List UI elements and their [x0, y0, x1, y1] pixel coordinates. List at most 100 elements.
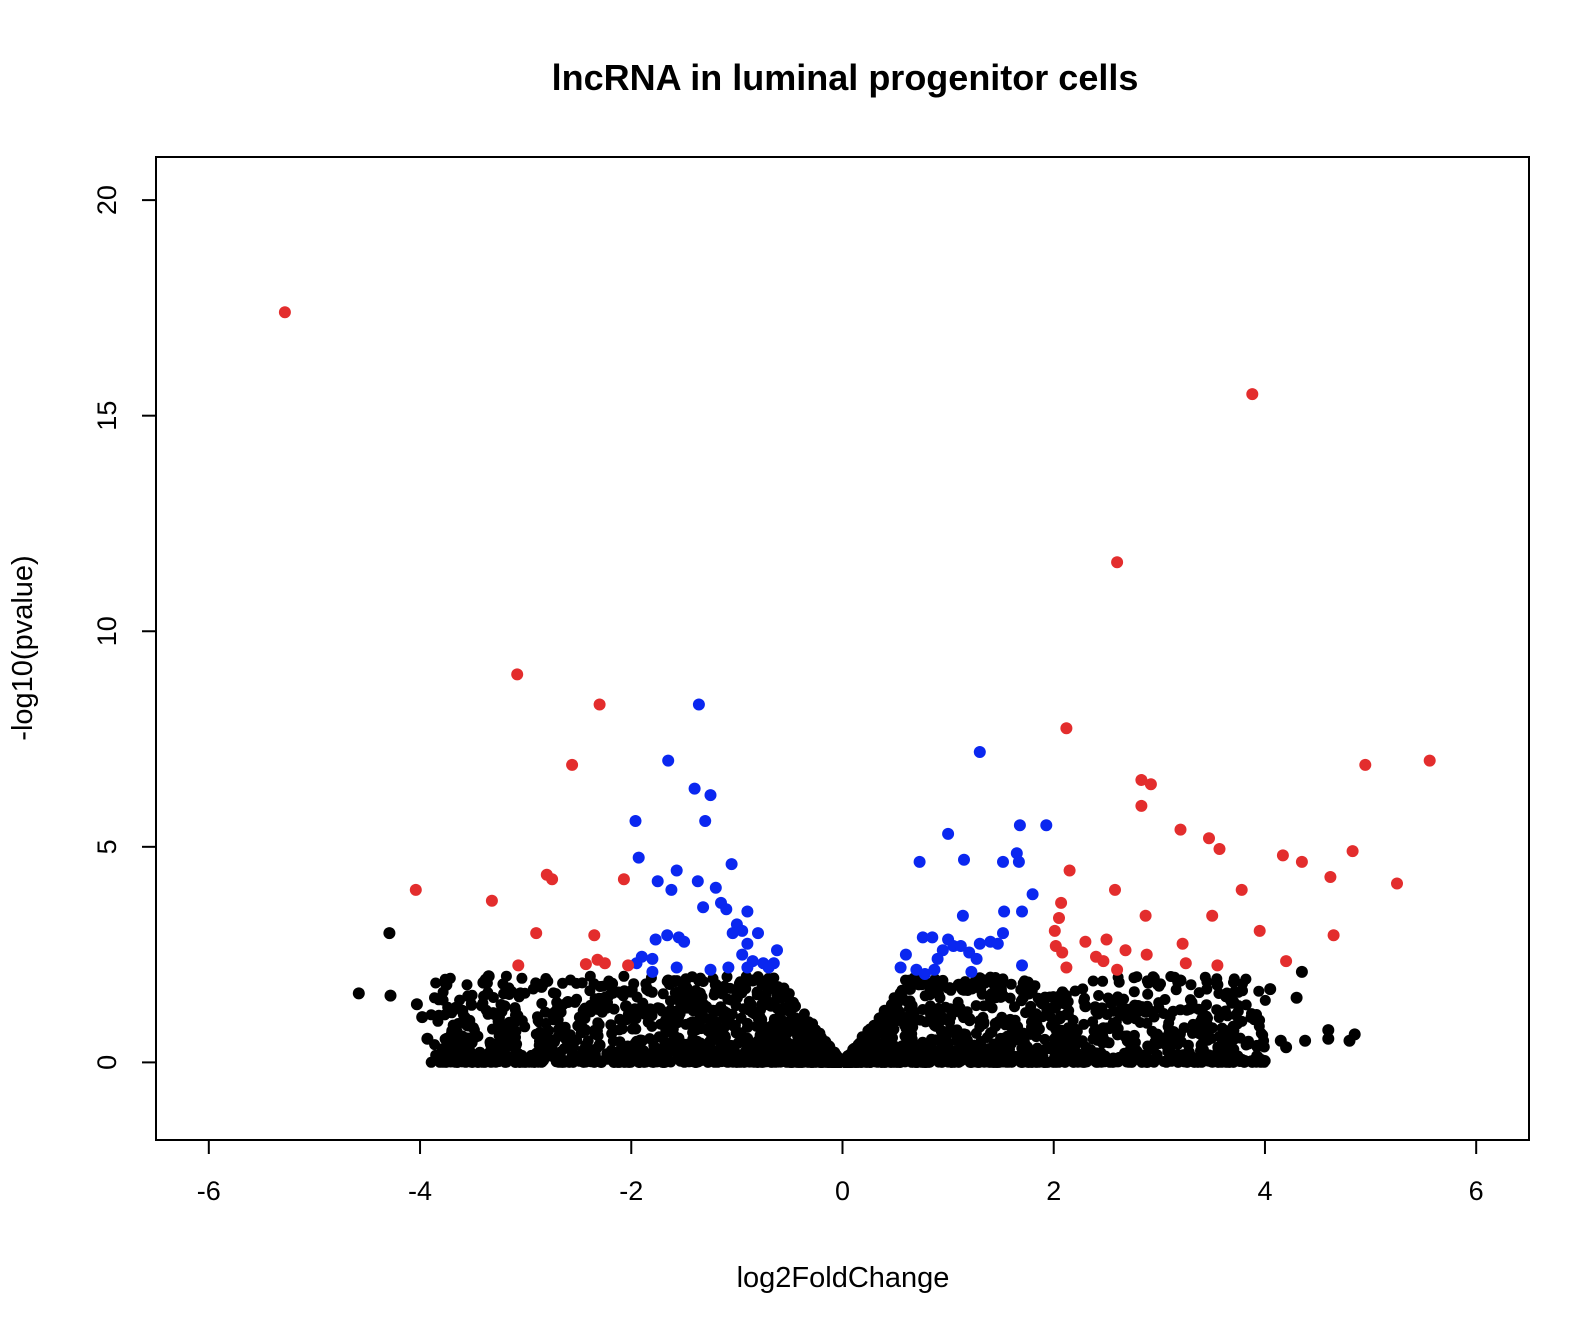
background-point: [591, 1056, 603, 1067]
background-point: [446, 1028, 458, 1039]
background-point: [1104, 1023, 1115, 1035]
background-point: [510, 1009, 521, 1021]
background-point: [660, 1025, 672, 1037]
data-point-significant-large-fc: [1135, 799, 1148, 812]
data-point-significant-large-fc: [1055, 896, 1068, 909]
data-point-significant-small-fc: [991, 937, 1004, 950]
background-point: [1206, 1032, 1218, 1044]
background-point: [1013, 1026, 1025, 1038]
data-point-not-significant: [1142, 1004, 1155, 1017]
data-point-not-significant: [477, 976, 490, 989]
background-point: [1091, 1034, 1103, 1046]
data-point-not-significant: [540, 1032, 553, 1045]
data-point-not-significant: [894, 987, 907, 1000]
data-point-significant-small-fc: [736, 948, 749, 961]
background-point: [711, 1004, 722, 1016]
data-point-not-significant: [456, 1004, 469, 1017]
background-point: [716, 988, 728, 1000]
data-point-not-significant: [973, 972, 986, 985]
background-point: [1207, 1022, 1218, 1034]
data-point-not-significant: [855, 1037, 868, 1049]
background-point: [978, 1000, 990, 1012]
background-point: [1040, 1056, 1052, 1068]
background-point: [1107, 1005, 1119, 1017]
data-point-not-significant: [1227, 996, 1240, 1008]
background-point: [532, 1015, 544, 1027]
data-point-not-significant: [383, 927, 396, 940]
background-point: [632, 1056, 644, 1068]
background-point: [902, 1043, 914, 1055]
background-point: [930, 1020, 942, 1032]
data-point-significant-small-fc: [997, 855, 1009, 868]
background-point: [705, 1013, 717, 1025]
background-point: [1044, 1041, 1055, 1053]
data-point-not-significant: [1021, 987, 1034, 1000]
background-point: [1153, 997, 1165, 1009]
data-point-significant-large-fc: [1060, 961, 1073, 974]
background-point: [1050, 1002, 1061, 1014]
background-point: [1128, 972, 1140, 984]
data-point-significant-small-fc: [954, 940, 967, 952]
data-point-significant-small-fc: [997, 927, 1009, 940]
data-point-not-significant: [878, 1004, 891, 1017]
background-point: [1222, 1010, 1233, 1022]
data-point-not-significant: [620, 1000, 632, 1013]
data-point-significant-large-fc: [1139, 909, 1152, 922]
data-point-not-significant: [1105, 996, 1118, 1008]
data-point-not-significant: [1079, 1000, 1092, 1013]
data-point-significant-small-fc: [970, 952, 983, 965]
background-point: [1022, 976, 1034, 988]
background-point: [1240, 1039, 1252, 1051]
background-point: [884, 1055, 896, 1067]
data-point-significant-large-fc: [1100, 933, 1113, 946]
data-point-significant-large-fc: [1119, 944, 1132, 957]
background-point: [1018, 1036, 1030, 1048]
background-point: [726, 1008, 738, 1020]
background-point: [1211, 1004, 1223, 1016]
data-point-significant-small-fc: [741, 905, 754, 918]
data-point-significant-large-fc: [409, 883, 422, 896]
data-point-significant-small-fc: [918, 968, 931, 980]
data-point-not-significant: [678, 996, 691, 1008]
background-point: [460, 1019, 472, 1030]
data-point-not-significant: [799, 1017, 812, 1030]
data-point-significant-large-fc: [1253, 924, 1266, 937]
x-tick-label: 4: [1257, 1176, 1272, 1206]
background-point: [470, 1029, 482, 1041]
background-point: [1048, 1018, 1060, 1030]
background-point: [663, 1054, 675, 1066]
data-point-significant-small-fc: [661, 929, 674, 942]
background-point: [545, 1008, 557, 1020]
background-point: [920, 1056, 932, 1068]
background-point: [914, 1014, 926, 1026]
background-point: [576, 1054, 588, 1066]
background-point: [943, 1027, 955, 1039]
background-point: [1228, 1034, 1240, 1045]
data-point-not-significant: [421, 1032, 434, 1045]
data-point-not-significant: [810, 1030, 823, 1043]
background-point: [1165, 971, 1177, 982]
background-point: [717, 1050, 728, 1061]
background-point: [493, 1012, 505, 1023]
data-point-significant-small-fc: [916, 931, 929, 944]
background-point: [1067, 1050, 1079, 1062]
background-point: [988, 1056, 1000, 1068]
data-point-significant-small-fc: [741, 961, 754, 974]
background-point: [777, 1055, 789, 1067]
background-point: [929, 1034, 941, 1046]
background-point: [955, 1054, 967, 1066]
data-point-not-significant: [910, 974, 923, 987]
x-tick-label: 6: [1469, 1176, 1484, 1206]
background-point: [557, 977, 569, 989]
background-point: [961, 1006, 973, 1018]
background-point: [672, 986, 684, 998]
background-point: [654, 1002, 666, 1014]
background-point: [708, 989, 720, 1001]
data-point-significant-small-fc: [629, 815, 642, 827]
background-point: [551, 996, 563, 1008]
background-point: [989, 1039, 1001, 1051]
background-point: [656, 1043, 668, 1055]
data-point-significant-small-fc: [958, 853, 970, 866]
background-point: [1019, 1052, 1031, 1064]
